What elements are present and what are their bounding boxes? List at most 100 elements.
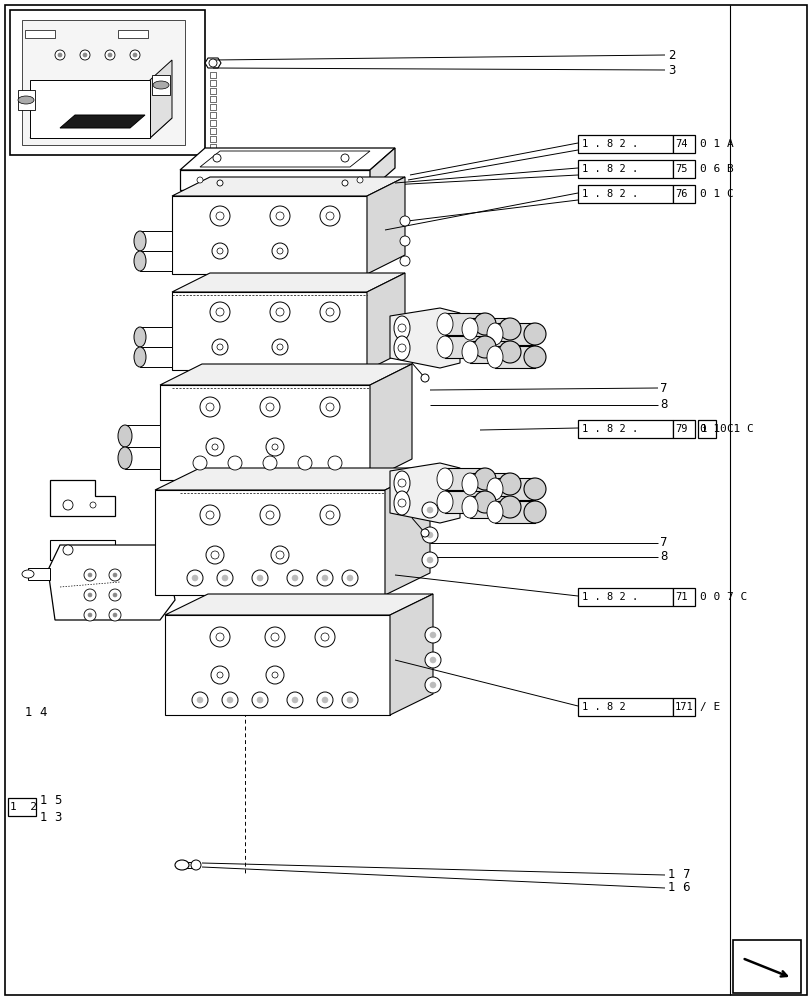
Circle shape — [251, 692, 268, 708]
Polygon shape — [160, 364, 411, 385]
Text: 1  5: 1 5 — [40, 793, 62, 806]
Circle shape — [206, 546, 224, 564]
Polygon shape — [389, 463, 460, 523]
Circle shape — [292, 697, 298, 703]
Circle shape — [277, 344, 283, 350]
Ellipse shape — [424, 677, 440, 693]
Circle shape — [55, 50, 65, 60]
Bar — [672, 588, 694, 606]
Circle shape — [88, 573, 92, 577]
Text: 0 1 C: 0 1 C — [719, 424, 753, 434]
Circle shape — [260, 505, 280, 525]
Ellipse shape — [436, 313, 453, 335]
Circle shape — [276, 308, 284, 316]
Ellipse shape — [427, 532, 432, 538]
Polygon shape — [155, 490, 384, 595]
Circle shape — [397, 499, 406, 507]
Circle shape — [257, 575, 263, 581]
Circle shape — [325, 212, 333, 220]
Text: 1 . 8 2: 1 . 8 2 — [581, 702, 625, 712]
Bar — [577, 160, 672, 178]
Ellipse shape — [400, 236, 410, 246]
Circle shape — [191, 692, 208, 708]
Circle shape — [292, 575, 298, 581]
Circle shape — [316, 570, 333, 586]
Bar — [672, 185, 694, 203]
Polygon shape — [30, 80, 150, 138]
Ellipse shape — [22, 570, 34, 578]
Circle shape — [341, 570, 358, 586]
Text: 71: 71 — [674, 592, 687, 602]
Text: 8: 8 — [659, 398, 667, 412]
Circle shape — [109, 589, 121, 601]
Bar — [577, 185, 672, 203]
Polygon shape — [155, 468, 430, 490]
Circle shape — [113, 613, 117, 617]
Polygon shape — [165, 615, 389, 715]
Circle shape — [193, 456, 207, 470]
Circle shape — [90, 502, 96, 508]
Polygon shape — [25, 30, 55, 38]
Circle shape — [216, 308, 224, 316]
Text: 1  6: 1 6 — [667, 882, 689, 894]
Circle shape — [211, 551, 219, 559]
Text: 0 6 B: 0 6 B — [699, 164, 733, 174]
Polygon shape — [370, 148, 394, 190]
Circle shape — [251, 570, 268, 586]
Circle shape — [105, 50, 115, 60]
Ellipse shape — [393, 471, 410, 495]
Circle shape — [221, 692, 238, 708]
Text: 1 . 8 2 .: 1 . 8 2 . — [581, 189, 637, 199]
Circle shape — [206, 511, 214, 519]
Polygon shape — [125, 425, 160, 447]
Circle shape — [191, 860, 201, 870]
Circle shape — [320, 633, 328, 641]
Text: 1  2: 1 2 — [10, 802, 37, 812]
Circle shape — [320, 397, 340, 417]
Circle shape — [228, 456, 242, 470]
Text: 1  7: 1 7 — [667, 868, 689, 882]
Ellipse shape — [393, 316, 410, 340]
Circle shape — [328, 456, 341, 470]
Ellipse shape — [474, 336, 496, 358]
Circle shape — [63, 500, 73, 510]
Text: 0 1 A: 0 1 A — [699, 139, 733, 149]
Polygon shape — [30, 118, 172, 138]
Circle shape — [63, 545, 73, 555]
Polygon shape — [210, 152, 216, 158]
Bar — [577, 420, 672, 438]
Circle shape — [397, 324, 406, 332]
Polygon shape — [185, 862, 195, 868]
Circle shape — [271, 546, 289, 564]
Circle shape — [212, 444, 217, 450]
Ellipse shape — [523, 478, 545, 500]
Circle shape — [286, 570, 303, 586]
Ellipse shape — [424, 652, 440, 668]
Ellipse shape — [422, 527, 437, 543]
Ellipse shape — [430, 632, 436, 638]
Bar — [672, 160, 694, 178]
Circle shape — [210, 627, 230, 647]
Circle shape — [264, 627, 285, 647]
Polygon shape — [389, 594, 432, 715]
Bar — [672, 698, 694, 716]
Polygon shape — [384, 468, 430, 595]
Circle shape — [322, 575, 328, 581]
Text: 1  3: 1 3 — [40, 811, 62, 824]
Circle shape — [260, 397, 280, 417]
Ellipse shape — [487, 501, 502, 523]
Bar — [8, 798, 36, 816]
Polygon shape — [200, 151, 370, 167]
Circle shape — [113, 593, 117, 597]
Circle shape — [130, 50, 139, 60]
Text: 7: 7 — [659, 381, 667, 394]
Circle shape — [397, 479, 406, 487]
Circle shape — [316, 692, 333, 708]
Circle shape — [191, 575, 198, 581]
Text: 75: 75 — [674, 164, 687, 174]
Circle shape — [227, 697, 233, 703]
Text: 0 0 7 C: 0 0 7 C — [699, 592, 746, 602]
Text: 1: 1 — [700, 424, 706, 434]
Ellipse shape — [461, 496, 478, 518]
Polygon shape — [165, 594, 432, 615]
